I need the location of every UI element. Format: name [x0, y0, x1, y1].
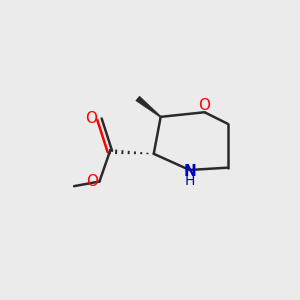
Text: O: O — [86, 175, 98, 190]
Text: H: H — [184, 174, 195, 188]
Polygon shape — [136, 96, 161, 117]
Text: O: O — [199, 98, 211, 113]
Text: O: O — [85, 110, 97, 125]
Text: N: N — [183, 164, 196, 178]
